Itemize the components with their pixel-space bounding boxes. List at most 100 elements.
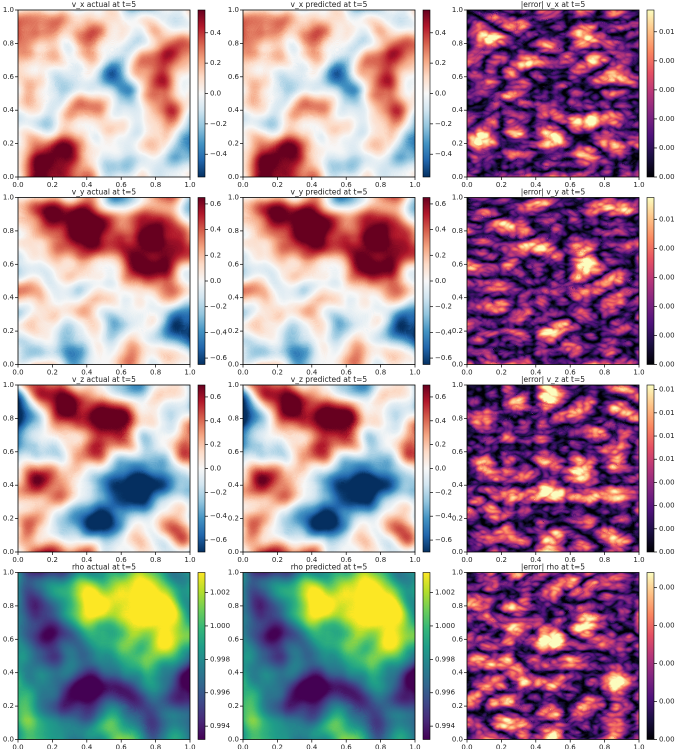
colorbar-tick-label: 0.2 [435,59,446,67]
y-tick-label: 0.2 [228,140,239,148]
x-tick-label: 1.0 [184,181,195,189]
x-tick-label: 0.2 [47,181,58,189]
colorbar-tick-label: 0.0075 [659,478,675,486]
y-tick-label: 0.8 [3,414,14,422]
colorbar-tick-label: 0.0125 [659,432,675,440]
y-tick-label: 0.4 [228,294,240,302]
y-tick-label: 0.8 [452,602,463,610]
heatmap [467,198,639,365]
colorbar-tick-label: 0.0025 [659,525,675,533]
x-tick-label: 0.8 [599,744,610,750]
colorbar-tick-label: 0.6 [210,200,222,208]
x-tick-label: 0.0 [12,369,23,377]
y-tick-label: 0.0 [3,548,14,556]
y-tick-label: 0.6 [3,73,15,81]
colorbar-tick-label: 0.0050 [659,502,675,510]
x-tick-label: 0.8 [375,369,386,377]
colorbar-tick-label: 0.2 [210,251,221,259]
y-tick-label: 0.8 [3,227,14,235]
heatmap-image [18,385,190,552]
colorbar-tick-label: 0.000 [659,173,675,181]
colorbar-tick-label: 0.0020 [659,584,675,592]
panel-title: |error| v_y at t=5 [521,188,586,197]
y-tick-label: 0.0 [228,736,239,744]
colorbar-tick-label: −0.2 [210,120,227,128]
colorbar [647,573,654,740]
x-tick-label: 0.8 [599,556,610,564]
heatmap [243,198,415,365]
y-tick-label: 0.0 [3,361,14,369]
y-tick-label: 0.2 [452,327,463,335]
y-tick-label: 0.4 [3,106,15,114]
y-tick-label: 0.2 [228,702,239,710]
x-tick-label: 0.0 [12,744,23,750]
colorbar-tick-label: 0.6 [210,393,222,401]
colorbar-tick-label: −0.4 [435,150,453,158]
x-tick-label: 0.8 [599,181,610,189]
x-tick-label: 1.0 [409,369,420,377]
colorbar-tick-label: 0.996 [435,689,456,697]
colorbar-tick-label: −0.2 [435,120,452,128]
x-tick-label: 0.8 [599,369,610,377]
x-tick-label: 0.2 [496,369,507,377]
colorbar-tick-label: 0.0100 [659,455,675,463]
y-tick-label: 0.2 [452,140,463,148]
x-tick-label: 1.0 [633,181,644,189]
y-tick-label: 0.8 [228,227,239,235]
y-tick-label: 0.8 [452,39,463,47]
colorbar-tick-label: 0.994 [210,722,231,730]
y-tick-label: 0.4 [452,481,464,489]
heatmap-image [467,573,639,740]
x-tick-label: 0.6 [341,744,353,750]
x-tick-label: 0.8 [150,556,161,564]
colorbar-tick-label: 0.4 [435,417,447,425]
colorbar-tick-label: 0.2 [435,251,446,259]
x-tick-label: 0.2 [496,556,507,564]
colorbar-tick-label: 0.002 [659,144,675,152]
panel-title: rho actual at t=5 [72,563,136,572]
heatmap [467,10,639,177]
x-tick-label: 0.2 [47,744,58,750]
x-tick-label: 1.0 [184,556,195,564]
x-tick-label: 0.0 [12,181,23,189]
colorbar [647,385,654,552]
x-tick-label: 0.2 [496,744,507,750]
panel-title: |error| v_z at t=5 [521,375,585,384]
y-tick-label: 1.0 [3,381,14,389]
x-tick-label: 0.8 [375,556,386,564]
heatmap [18,573,190,740]
x-tick-label: 0.8 [375,181,386,189]
figure: v_x actual at t=50.00.20.40.60.81.00.00.… [0,0,675,749]
colorbar-tick-label: 0.010 [659,215,675,223]
colorbar-tick-label: 0.998 [435,655,455,663]
heatmap [467,573,639,740]
x-tick-label: 1.0 [184,369,195,377]
colorbar-tick-label: 0.6 [435,200,447,208]
x-tick-label: 0.2 [47,369,58,377]
y-tick-label: 1.0 [228,194,239,202]
y-tick-label: 0.4 [228,106,240,114]
colorbar-tick-label: 0.002 [659,331,675,339]
x-tick-label: 0.0 [461,181,472,189]
x-tick-label: 0.0 [237,181,248,189]
x-tick-label: 0.6 [116,744,128,750]
x-tick-label: 0.2 [272,181,283,189]
y-tick-label: 0.4 [452,106,464,114]
colorbar-tick-label: −0.6 [210,536,228,544]
y-tick-label: 0.0 [452,548,463,556]
heatmap-image [18,10,190,177]
colorbar-tick-label: 0.996 [210,689,231,697]
x-tick-label: 1.0 [409,181,420,189]
x-tick-label: 1.0 [633,369,644,377]
colorbar-tick-label: 0.004 [659,115,675,123]
y-tick-label: 0.2 [452,515,463,523]
y-tick-label: 1.0 [3,6,14,14]
heatmap-image [18,198,190,365]
colorbar-tick-label: 1.002 [210,589,230,597]
x-tick-label: 0.2 [272,556,283,564]
y-tick-label: 1.0 [228,569,239,577]
colorbar-tick-label: −0.6 [435,536,453,544]
x-tick-label: 0.8 [150,744,161,750]
heatmap [243,385,415,552]
panel-title: |error| rho at t=5 [521,563,585,572]
